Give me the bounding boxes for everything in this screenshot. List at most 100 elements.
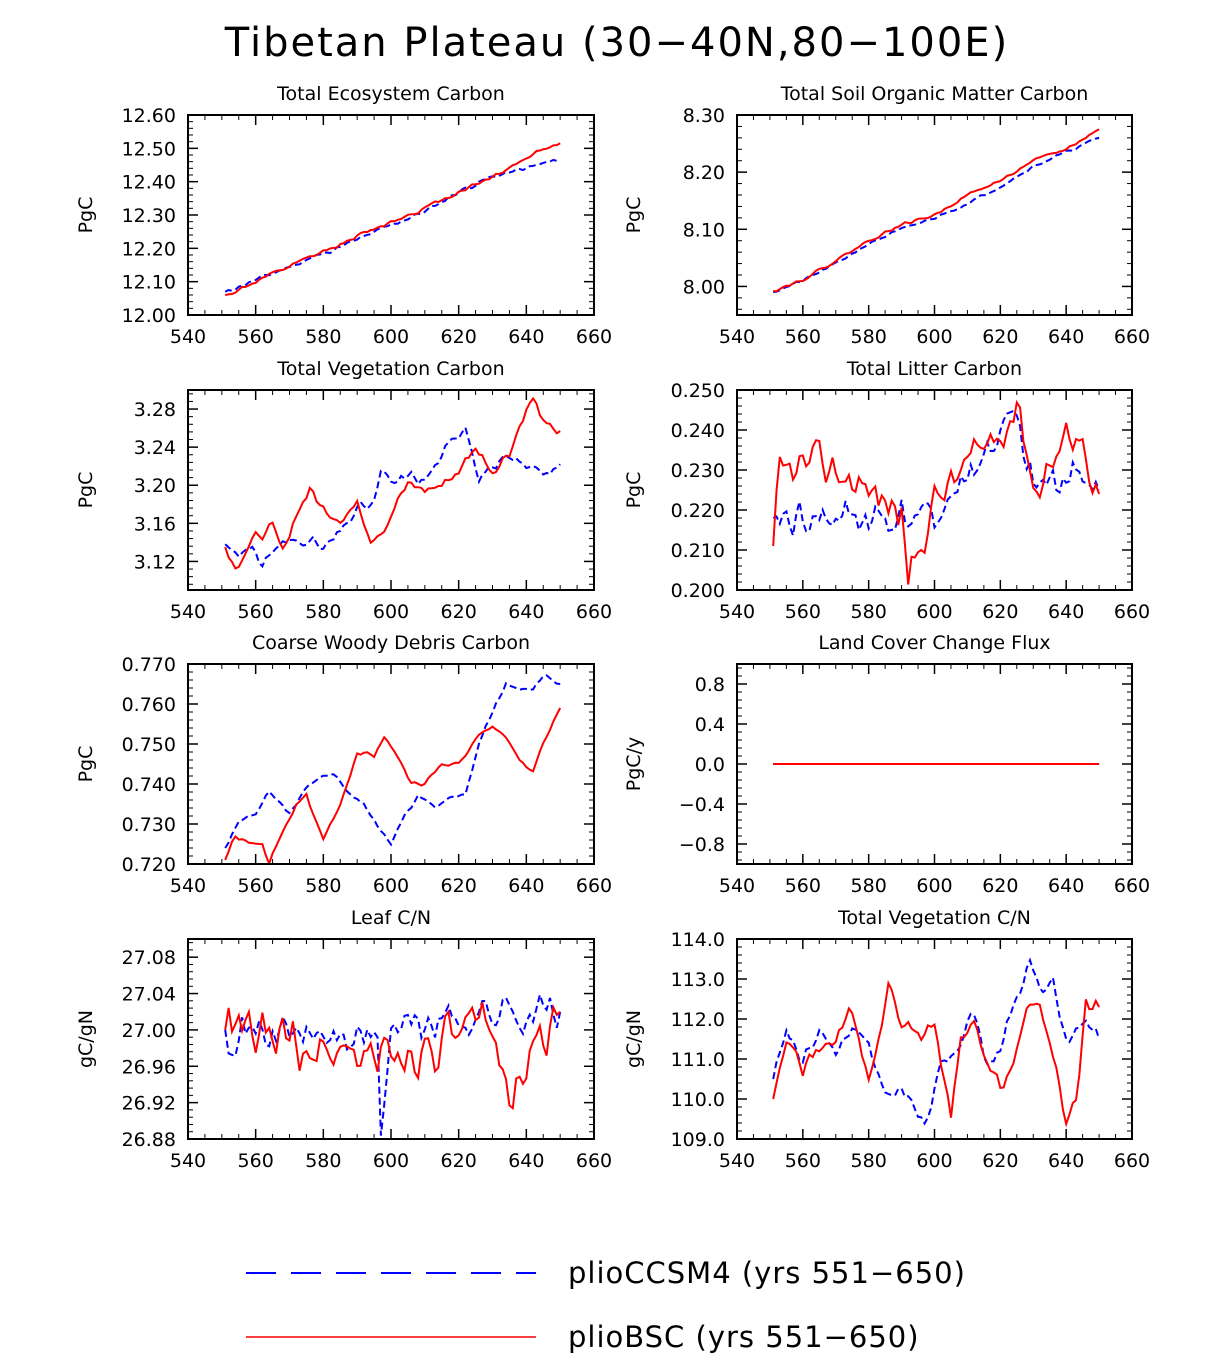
x-tick-label: 560 bbox=[238, 601, 274, 623]
x-tick-label: 640 bbox=[508, 875, 544, 897]
y-axis-label: gC/gN bbox=[75, 1010, 97, 1068]
x-tick-label: 600 bbox=[916, 601, 952, 623]
y-tick-label: 113.0 bbox=[671, 969, 725, 991]
y-tick-label: 26.88 bbox=[122, 1129, 176, 1151]
x-tick-label: 620 bbox=[982, 326, 1018, 348]
panel-land-cover-change-flux: Land Cover Change Flux 540 560 580 600 620 640… bbox=[623, 632, 1150, 897]
x-tick-label: 640 bbox=[508, 1150, 544, 1172]
series-line-pliobsc bbox=[772, 399, 1101, 585]
y-tick-label: 0.240 bbox=[671, 420, 725, 442]
y-tick-label: 26.92 bbox=[122, 1093, 176, 1115]
x-tick-label: 660 bbox=[576, 326, 612, 348]
panels: Total Ecosystem Carbon 540 560 580 600 620 640… bbox=[75, 83, 1150, 1172]
x-tick-label: 620 bbox=[441, 601, 477, 623]
y-tick-label: 27.08 bbox=[122, 947, 176, 969]
x-tick-label: 580 bbox=[305, 326, 341, 348]
y-tick-label: 8.00 bbox=[683, 276, 725, 298]
y-tick-label: 12.10 bbox=[122, 272, 176, 294]
x-tick-label: 620 bbox=[441, 875, 477, 897]
x-tick-label: 540 bbox=[719, 326, 755, 348]
y-tick-label: 3.24 bbox=[134, 437, 176, 459]
x-tick-label: 620 bbox=[982, 601, 1018, 623]
panel-total-soil-organic-matter-carbon: Total Soil Organic Matter Carbon 540 560 58… bbox=[623, 83, 1150, 348]
panel-total-litter-carbon: Total Litter Carbon 540 560 580 600 620 640 660… bbox=[623, 358, 1150, 623]
x-tick-label: 560 bbox=[785, 875, 821, 897]
panel-title: Total Litter Carbon bbox=[846, 358, 1022, 380]
y-tick-label: 12.50 bbox=[122, 138, 176, 160]
x-tick-label: 600 bbox=[373, 326, 409, 348]
x-tick-label: 580 bbox=[851, 326, 887, 348]
x-tick-label: 660 bbox=[576, 601, 612, 623]
x-tick-label: 580 bbox=[305, 601, 341, 623]
series-line-pliobsc bbox=[225, 142, 561, 296]
y-axis-label: PgC bbox=[75, 472, 97, 509]
x-tick-label: 600 bbox=[373, 1150, 409, 1172]
x-tick-label: 580 bbox=[851, 601, 887, 623]
figure-title: Tibetan Plateau (30−40N,80−100E) bbox=[224, 20, 1009, 66]
x-tick-label: 660 bbox=[576, 1150, 612, 1172]
y-tick-label: 3.20 bbox=[134, 475, 176, 497]
x-tick-label: 640 bbox=[508, 326, 544, 348]
x-tick-label: 600 bbox=[373, 875, 409, 897]
x-tick-label: 620 bbox=[982, 1150, 1018, 1172]
y-tick-label: 111.0 bbox=[671, 1049, 725, 1071]
series-line-pliocсsm4 bbox=[772, 409, 1101, 536]
x-tick-label: 540 bbox=[170, 326, 206, 348]
y-axis-label: PgC bbox=[75, 197, 97, 234]
series-line-pliocсsm4 bbox=[224, 158, 561, 293]
x-tick-label: 640 bbox=[1048, 326, 1084, 348]
panel-title: Leaf C/N bbox=[351, 907, 431, 929]
x-tick-label: 660 bbox=[576, 875, 612, 897]
x-tick-label: 540 bbox=[170, 875, 206, 897]
y-tick-label: 3.16 bbox=[134, 513, 176, 535]
y-tick-label: 0.8 bbox=[695, 674, 725, 696]
y-tick-label: 3.12 bbox=[134, 551, 176, 573]
legend-label-pliobsc: plioBSC (yrs 551−650) bbox=[568, 1320, 920, 1354]
x-tick-label: 560 bbox=[238, 326, 274, 348]
y-tick-label: 0.230 bbox=[671, 460, 725, 482]
series-line-pliocсsm4 bbox=[772, 957, 1101, 1126]
y-tick-label: 0.210 bbox=[671, 540, 725, 562]
x-tick-label: 560 bbox=[785, 1150, 821, 1172]
panel-coarse-woody-debris-carbon: Coarse Woody Debris Carbon 540 560 580 600 62… bbox=[75, 632, 612, 897]
plot-frame bbox=[187, 663, 595, 865]
x-tick-label: 580 bbox=[851, 1150, 887, 1172]
series-line-pliobsc bbox=[224, 1002, 561, 1111]
panel-title: Total Vegetation Carbon bbox=[276, 358, 504, 380]
y-tick-label: 0.0 bbox=[695, 754, 725, 776]
y-axis-label: PgC bbox=[623, 197, 645, 234]
y-tick-label: 12.30 bbox=[122, 205, 176, 227]
y-tick-label: 8.20 bbox=[683, 162, 725, 184]
series-line-pliocсsm4 bbox=[224, 425, 561, 569]
panel-title: Land Cover Change Flux bbox=[818, 632, 1050, 654]
series-line-pliobsc bbox=[772, 979, 1100, 1128]
x-tick-label: 600 bbox=[916, 326, 952, 348]
y-tick-label: 0.200 bbox=[671, 580, 725, 602]
x-tick-label: 640 bbox=[1048, 875, 1084, 897]
y-tick-label: 0.720 bbox=[122, 854, 176, 876]
panel-total-vegetation-carbon: Total Vegetation Carbon 540 560 580 600 620 64… bbox=[75, 358, 612, 623]
y-tick-label: 0.250 bbox=[671, 380, 725, 402]
y-tick-label: −0.8 bbox=[679, 834, 725, 856]
y-tick-label: 0.730 bbox=[122, 814, 176, 836]
x-tick-label: 660 bbox=[1114, 601, 1150, 623]
x-tick-label: 540 bbox=[719, 1150, 755, 1172]
panel-total-vegetation-c-n: Total Vegetation C/N 540 560 580 600 620 640 66… bbox=[623, 907, 1150, 1172]
x-tick-label: 620 bbox=[982, 875, 1018, 897]
series-line-pliocсsm4 bbox=[224, 674, 561, 849]
y-tick-label: −0.4 bbox=[679, 794, 725, 816]
x-tick-label: 580 bbox=[305, 1150, 341, 1172]
legend-label-pliocсsm4: plioCCSM4 (yrs 551−650) bbox=[568, 1256, 966, 1290]
y-tick-label: 0.740 bbox=[122, 774, 176, 796]
x-tick-label: 620 bbox=[441, 326, 477, 348]
series-line-pliobsc bbox=[224, 396, 561, 570]
y-axis-label: PgC bbox=[75, 746, 97, 783]
panel-leaf-c-n: Leaf C/N 540 560 580 600 620 640 660 26.88 26.92 2… bbox=[75, 907, 612, 1172]
y-tick-label: 0.220 bbox=[671, 500, 725, 522]
plot-frame bbox=[187, 389, 595, 591]
y-tick-label: 110.0 bbox=[671, 1089, 725, 1111]
y-tick-label: 12.20 bbox=[122, 238, 176, 260]
x-tick-label: 640 bbox=[508, 601, 544, 623]
x-tick-label: 580 bbox=[305, 875, 341, 897]
